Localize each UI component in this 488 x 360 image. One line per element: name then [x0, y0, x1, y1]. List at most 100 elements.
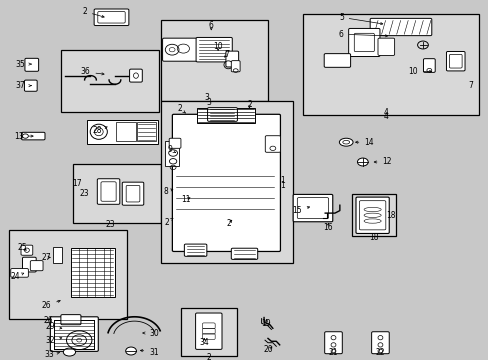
- Text: 2: 2: [226, 219, 231, 228]
- Text: 37: 37: [16, 81, 31, 90]
- Text: 3: 3: [203, 94, 208, 102]
- Text: 2: 2: [246, 100, 251, 109]
- FancyBboxPatch shape: [355, 197, 388, 233]
- Ellipse shape: [339, 138, 352, 146]
- Bar: [87, 120, 158, 144]
- Text: 22: 22: [375, 348, 385, 357]
- FancyBboxPatch shape: [172, 114, 280, 251]
- Text: 30: 30: [142, 328, 159, 338]
- Text: 18: 18: [386, 211, 395, 220]
- Text: 15: 15: [292, 206, 309, 215]
- Bar: [71, 248, 115, 297]
- FancyBboxPatch shape: [25, 58, 39, 71]
- FancyBboxPatch shape: [265, 136, 280, 152]
- Text: 35: 35: [16, 60, 31, 69]
- Text: 27: 27: [41, 253, 51, 262]
- Text: 23: 23: [105, 220, 115, 229]
- Text: 7: 7: [467, 81, 472, 90]
- Text: 9: 9: [167, 145, 175, 154]
- Text: 21: 21: [328, 348, 338, 357]
- FancyBboxPatch shape: [207, 108, 237, 121]
- FancyBboxPatch shape: [371, 332, 388, 354]
- Text: 19: 19: [261, 319, 271, 328]
- FancyBboxPatch shape: [21, 245, 33, 255]
- FancyBboxPatch shape: [369, 18, 431, 36]
- FancyBboxPatch shape: [231, 248, 257, 259]
- FancyBboxPatch shape: [348, 28, 379, 57]
- Bar: [181, 308, 237, 356]
- FancyBboxPatch shape: [292, 194, 332, 222]
- Text: 26: 26: [43, 316, 53, 325]
- Text: 2: 2: [82, 7, 104, 18]
- FancyBboxPatch shape: [162, 38, 197, 61]
- Text: 18: 18: [368, 233, 378, 242]
- Text: 4: 4: [383, 112, 388, 121]
- Ellipse shape: [125, 347, 136, 355]
- Ellipse shape: [66, 331, 92, 350]
- Text: 1: 1: [279, 181, 284, 190]
- Text: 20: 20: [263, 346, 272, 354]
- Text: 12: 12: [373, 157, 391, 166]
- Text: 6: 6: [338, 30, 387, 39]
- Text: 7: 7: [224, 50, 229, 59]
- Bar: [161, 20, 267, 101]
- FancyBboxPatch shape: [22, 257, 36, 272]
- FancyBboxPatch shape: [129, 69, 142, 82]
- Text: 25: 25: [17, 243, 27, 252]
- FancyBboxPatch shape: [446, 51, 464, 71]
- Text: 32: 32: [45, 336, 61, 345]
- Text: 24: 24: [11, 272, 24, 281]
- Bar: [161, 101, 293, 263]
- FancyBboxPatch shape: [97, 179, 120, 204]
- FancyBboxPatch shape: [184, 244, 206, 256]
- Bar: [61, 50, 159, 112]
- FancyBboxPatch shape: [30, 261, 43, 271]
- Text: 4: 4: [383, 108, 388, 117]
- FancyBboxPatch shape: [423, 59, 434, 72]
- FancyBboxPatch shape: [324, 332, 342, 354]
- Text: 2: 2: [177, 104, 185, 113]
- FancyBboxPatch shape: [196, 37, 232, 62]
- Text: 17: 17: [72, 179, 82, 188]
- Text: 26: 26: [41, 300, 60, 310]
- Text: 33: 33: [44, 350, 59, 359]
- Text: 13: 13: [14, 132, 33, 140]
- Text: 31: 31: [140, 348, 159, 356]
- FancyBboxPatch shape: [94, 9, 129, 26]
- Text: 3: 3: [206, 98, 211, 107]
- Text: 29: 29: [45, 323, 61, 331]
- Bar: [116, 122, 136, 141]
- FancyBboxPatch shape: [61, 315, 81, 325]
- Text: 16: 16: [322, 223, 332, 232]
- Bar: [351, 194, 395, 236]
- FancyBboxPatch shape: [50, 317, 98, 351]
- FancyBboxPatch shape: [169, 138, 181, 148]
- Text: 10: 10: [213, 42, 223, 51]
- Ellipse shape: [63, 348, 76, 356]
- Text: 2: 2: [206, 353, 211, 360]
- Bar: [165, 141, 179, 166]
- FancyBboxPatch shape: [231, 60, 240, 72]
- Ellipse shape: [357, 158, 367, 166]
- FancyBboxPatch shape: [324, 54, 350, 67]
- FancyBboxPatch shape: [24, 80, 37, 91]
- FancyBboxPatch shape: [11, 269, 28, 277]
- Text: 14: 14: [355, 138, 373, 147]
- Text: 1: 1: [279, 176, 284, 185]
- FancyBboxPatch shape: [225, 51, 238, 67]
- Bar: [303, 14, 478, 115]
- Text: 10: 10: [407, 68, 431, 77]
- Text: 23: 23: [80, 189, 89, 198]
- FancyBboxPatch shape: [195, 313, 222, 349]
- Text: 34: 34: [199, 338, 209, 347]
- FancyBboxPatch shape: [377, 38, 394, 55]
- Text: 36: 36: [81, 68, 104, 77]
- FancyBboxPatch shape: [122, 182, 143, 205]
- Bar: [73, 164, 161, 223]
- Bar: [53, 247, 61, 263]
- Bar: [9, 230, 127, 319]
- Text: 8: 8: [163, 187, 172, 196]
- Text: 2: 2: [164, 218, 173, 227]
- Text: 28: 28: [92, 126, 107, 135]
- Text: 6: 6: [208, 21, 213, 30]
